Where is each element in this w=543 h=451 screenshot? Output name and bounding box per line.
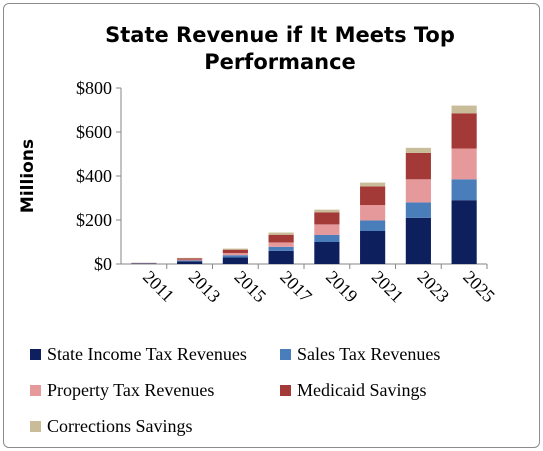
bar-segment [177,261,203,264]
bar-segment [405,152,431,180]
legend-label: State Income Tax Revenues [47,344,247,364]
bar-segment [360,220,386,231]
bar-segment [268,242,294,247]
legend-swatch [280,385,291,396]
legend-swatch [30,349,41,360]
y-tick-label: $200 [76,210,112,230]
bar-segment [451,113,477,149]
legend-label: Property Tax Revenues [47,380,215,400]
bar-segment [451,200,477,264]
bar-segment [360,231,386,264]
legend-label: Medicaid Savings [297,380,427,400]
bar-segment [314,209,340,213]
y-tick-label: $400 [76,166,112,186]
bar-segment [405,202,431,218]
legend-item: State Income Tax Revenues [30,344,247,365]
bar-segment [360,186,386,206]
y-tick-label: $600 [76,122,112,142]
bar-segment [451,148,477,180]
bar-segment [360,182,386,187]
x-tick-label: 2025 [459,267,499,307]
bar-segment [177,260,203,262]
bar-segment [405,179,431,203]
bar-segment [314,242,340,264]
bar-segment [405,147,431,153]
x-tick-label: 2021 [368,267,408,307]
legend-item: Sales Tax Revenues [280,344,440,365]
bar-segment [268,246,294,251]
legend-label: Sales Tax Revenues [297,344,441,364]
legend-swatch [30,385,41,396]
bar-segment [268,250,294,264]
y-tick-label: $800 [76,78,112,98]
y-tick-label: $0 [94,254,112,274]
x-tick-label: 2011 [139,267,178,306]
bar-segment [268,234,294,243]
chart-frame [3,3,540,448]
legend-item: Medicaid Savings [280,380,426,401]
x-tick-label: 2013 [185,267,225,307]
legend-item: Corrections Savings [30,416,193,437]
y-axis-label: Millions [18,139,38,213]
bar-segment [451,105,477,114]
bar-segment [222,248,248,250]
legend-swatch [280,349,291,360]
x-tick-label: 2017 [276,267,316,307]
bar-segment [314,234,340,242]
bar-segment [222,257,248,264]
bar-segment [314,224,340,235]
bar-segment [177,259,203,261]
bar-segment [222,249,248,253]
bar-segment [405,217,431,264]
bar-segment [177,258,203,260]
x-tick-label: 2023 [414,267,454,307]
legend-swatch [30,421,41,432]
x-tick-label: 2019 [322,267,362,307]
bar-segment [451,179,477,201]
legend-item: Property Tax Revenues [30,380,214,401]
x-tick-label: 2015 [231,267,271,307]
bar-segment [314,212,340,225]
bar-segment [268,232,294,235]
bar-segment [222,253,248,256]
bar-segment [222,255,248,258]
bar-segment [360,205,386,221]
chart-title: State Revenue if It Meets Top Performanc… [105,23,455,74]
legend-label: Corrections Savings [47,416,193,436]
